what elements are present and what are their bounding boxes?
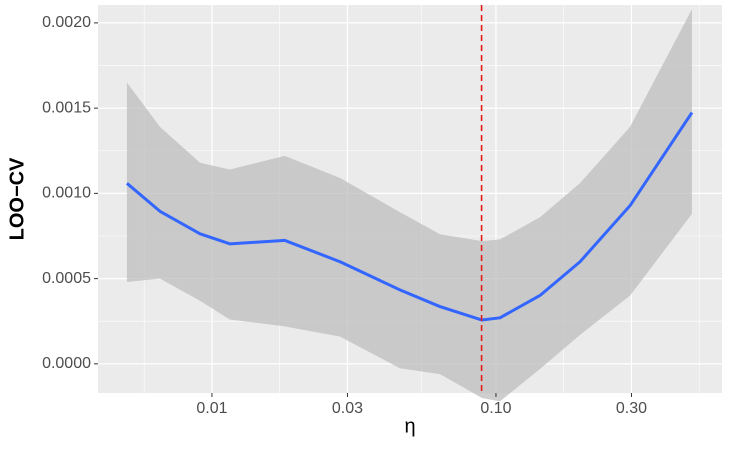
y-tick-label: 0.0005 bbox=[42, 270, 91, 287]
confidence-band bbox=[126, 9, 692, 402]
y-axis-title: LOO−CV bbox=[6, 157, 28, 240]
y-tick-label: 0.0010 bbox=[42, 185, 91, 202]
x-axis-title: η bbox=[404, 415, 415, 437]
x-tick-label: 0.03 bbox=[332, 400, 363, 417]
y-tick-label: 0.0015 bbox=[42, 99, 91, 116]
y-tick-label: 0.0020 bbox=[42, 14, 91, 31]
fit-line bbox=[125, 111, 694, 322]
y-tick-label: 0.0000 bbox=[42, 355, 91, 372]
x-tick-label: 0.30 bbox=[616, 400, 647, 417]
x-tick-label: 0.01 bbox=[196, 400, 227, 417]
x-tick-label: 0.10 bbox=[480, 400, 511, 417]
